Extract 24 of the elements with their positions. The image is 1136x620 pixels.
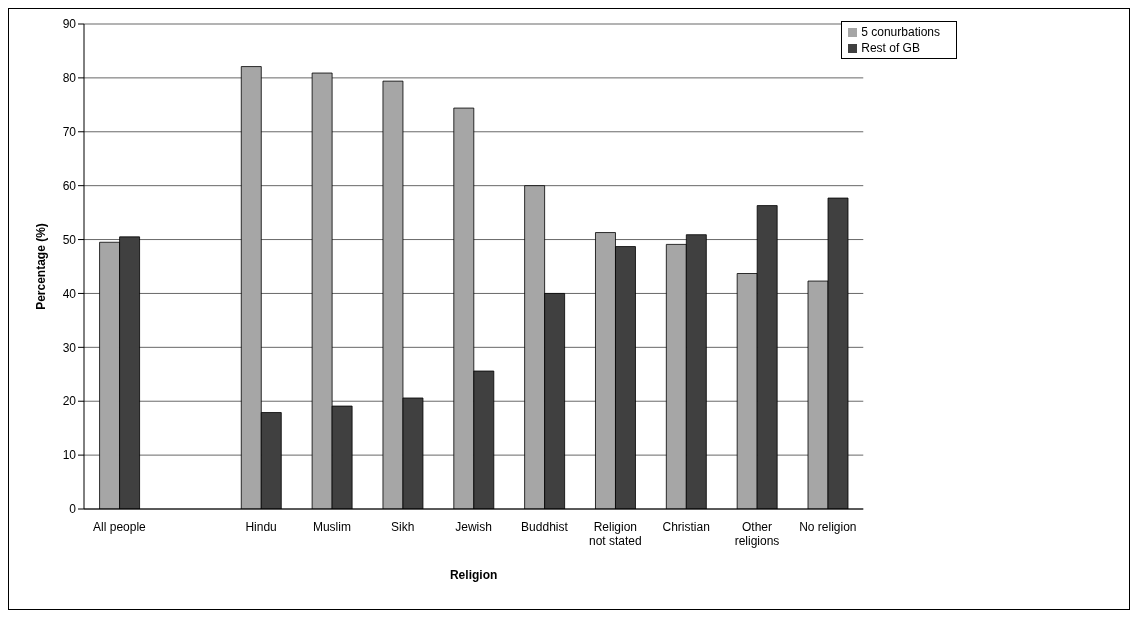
x-tick-label: Hindu [245, 520, 277, 534]
y-tick-label: 30 [62, 340, 77, 355]
x-tick-label: Muslim [312, 520, 351, 534]
legend-label: Rest of GB [861, 41, 920, 55]
legend-label: 5 conurbations [861, 25, 940, 39]
y-tick-label: 40 [62, 286, 77, 301]
x-tick-label: Religion not stated [588, 520, 642, 548]
y-tick-label: 70 [62, 125, 77, 140]
y-tick-label: 60 [62, 178, 77, 193]
x-axis-title: Religion [449, 568, 498, 582]
y-tick-label: 90 [62, 17, 77, 32]
x-tick-label: Jewish [455, 520, 492, 534]
y-tick-label: 80 [62, 71, 77, 86]
y-tick-label: 10 [62, 448, 77, 463]
y-tick-label: 50 [62, 232, 77, 247]
y-axis-title: Percentage (%) [34, 223, 49, 310]
x-tick-label: No religion [799, 520, 857, 534]
y-tick-label: 20 [62, 394, 77, 409]
x-tick-label: Buddhist [521, 520, 569, 534]
x-tick-label: All people [93, 520, 147, 534]
x-tick-label: Sikh [391, 520, 415, 534]
x-tick-label: Christian [662, 520, 710, 534]
y-tick-label: 0 [69, 502, 77, 517]
x-tick-label: Other religions [734, 520, 780, 548]
